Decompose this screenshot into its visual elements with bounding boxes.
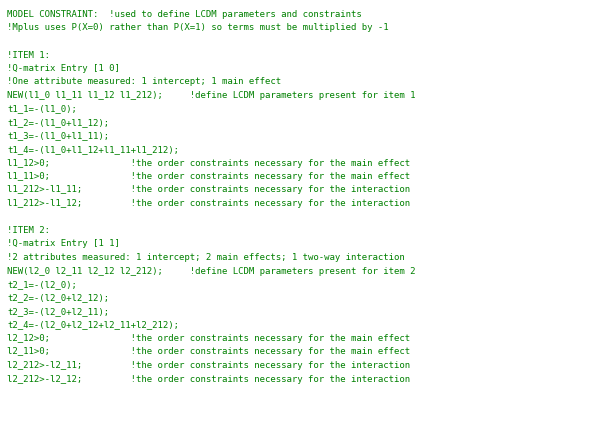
Text: !One attribute measured: 1 intercept; 1 main effect: !One attribute measured: 1 intercept; 1 …	[7, 77, 281, 86]
Text: l2_212>-l2_11;         !the order constraints necessary for the interaction: l2_212>-l2_11; !the order constraints ne…	[7, 361, 410, 370]
Text: t1_4=-(l1_0+l1_12+l1_11+l1_212);: t1_4=-(l1_0+l1_12+l1_11+l1_212);	[7, 145, 179, 154]
Text: l1_12>0;               !the order constraints necessary for the main effect: l1_12>0; !the order constraints necessar…	[7, 158, 410, 167]
Text: t1_3=-(l1_0+l1_11);: t1_3=-(l1_0+l1_11);	[7, 132, 109, 141]
Text: t2_1=-(l2_0);: t2_1=-(l2_0);	[7, 280, 77, 289]
Text: l2_212>-l2_12;         !the order constraints necessary for the interaction: l2_212>-l2_12; !the order constraints ne…	[7, 375, 410, 384]
Text: NEW(l2_0 l2_11 l2_12 l2_212);     !define LCDM parameters present for item 2: NEW(l2_0 l2_11 l2_12 l2_212); !define LC…	[7, 267, 415, 275]
Text: !Q-matrix Entry [1 1]: !Q-matrix Entry [1 1]	[7, 239, 120, 248]
Text: t1_1=-(l1_0);: t1_1=-(l1_0);	[7, 105, 77, 113]
Text: !Q-matrix Entry [1 0]: !Q-matrix Entry [1 0]	[7, 64, 120, 73]
Text: !Mplus uses P(X=0) rather than P(X=1) so terms must be multiplied by -1: !Mplus uses P(X=0) rather than P(X=1) so…	[7, 24, 388, 32]
Text: NEW(l1_0 l1_11 l1_12 l1_212);     !define LCDM parameters present for item 1: NEW(l1_0 l1_11 l1_12 l1_212); !define LC…	[7, 91, 415, 100]
Text: l1_212>-l1_11;         !the order constraints necessary for the interaction: l1_212>-l1_11; !the order constraints ne…	[7, 186, 410, 194]
Text: l1_11>0;               !the order constraints necessary for the main effect: l1_11>0; !the order constraints necessar…	[7, 172, 410, 181]
Text: l2_11>0;               !the order constraints necessary for the main effect: l2_11>0; !the order constraints necessar…	[7, 348, 410, 356]
Text: !ITEM 1:: !ITEM 1:	[7, 50, 50, 60]
Text: t2_2=-(l2_0+l2_12);: t2_2=-(l2_0+l2_12);	[7, 294, 109, 303]
Text: t1_2=-(l1_0+l1_12);: t1_2=-(l1_0+l1_12);	[7, 118, 109, 127]
Text: !ITEM 2:: !ITEM 2:	[7, 226, 50, 235]
Text: t2_4=-(l2_0+l2_12+l2_11+l2_212);: t2_4=-(l2_0+l2_12+l2_11+l2_212);	[7, 320, 179, 329]
Text: l2_12>0;               !the order constraints necessary for the main effect: l2_12>0; !the order constraints necessar…	[7, 334, 410, 343]
Text: l1_212>-l1_12;         !the order constraints necessary for the interaction: l1_212>-l1_12; !the order constraints ne…	[7, 199, 410, 208]
Text: !2 attributes measured: 1 intercept; 2 main effects; 1 two-way interaction: !2 attributes measured: 1 intercept; 2 m…	[7, 253, 405, 262]
Text: t2_3=-(l2_0+l2_11);: t2_3=-(l2_0+l2_11);	[7, 307, 109, 316]
Text: MODEL CONSTRAINT:  !used to define LCDM parameters and constraints: MODEL CONSTRAINT: !used to define LCDM p…	[7, 10, 362, 19]
